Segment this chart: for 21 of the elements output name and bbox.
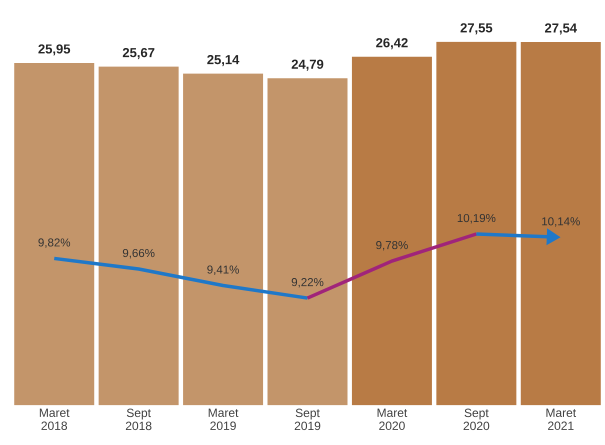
- data-label: 25,14: [207, 54, 240, 66]
- data-label: 9,22%: [292, 278, 324, 288]
- x-tick-label: Sept 2019: [294, 408, 320, 430]
- data-label: 25,67: [122, 48, 154, 60]
- data-label: 10,14%: [542, 217, 580, 227]
- data-label: 9,82%: [38, 238, 70, 248]
- x-tick-label: Sept 2020: [464, 408, 490, 430]
- x-tick-label: Sept 2018: [126, 408, 152, 430]
- data-label: 24,79: [292, 60, 324, 71]
- x-tick-label: Maret 2019: [208, 408, 238, 430]
- data-label: 27,55: [460, 23, 492, 34]
- data-label: 26,42: [376, 38, 408, 50]
- x-tick-label: Maret 2021: [546, 408, 576, 430]
- data-label: 10,19%: [458, 214, 496, 224]
- data-label: 25,95: [38, 44, 70, 56]
- data-label: 9,66%: [122, 248, 155, 258]
- data-label: 9,41%: [207, 265, 239, 275]
- data-label: 27,54: [544, 23, 577, 34]
- x-tick-label: Maret 2020: [378, 408, 408, 430]
- data-label: 9,78%: [376, 241, 408, 251]
- x-tick-label: Maret 2018: [40, 408, 70, 430]
